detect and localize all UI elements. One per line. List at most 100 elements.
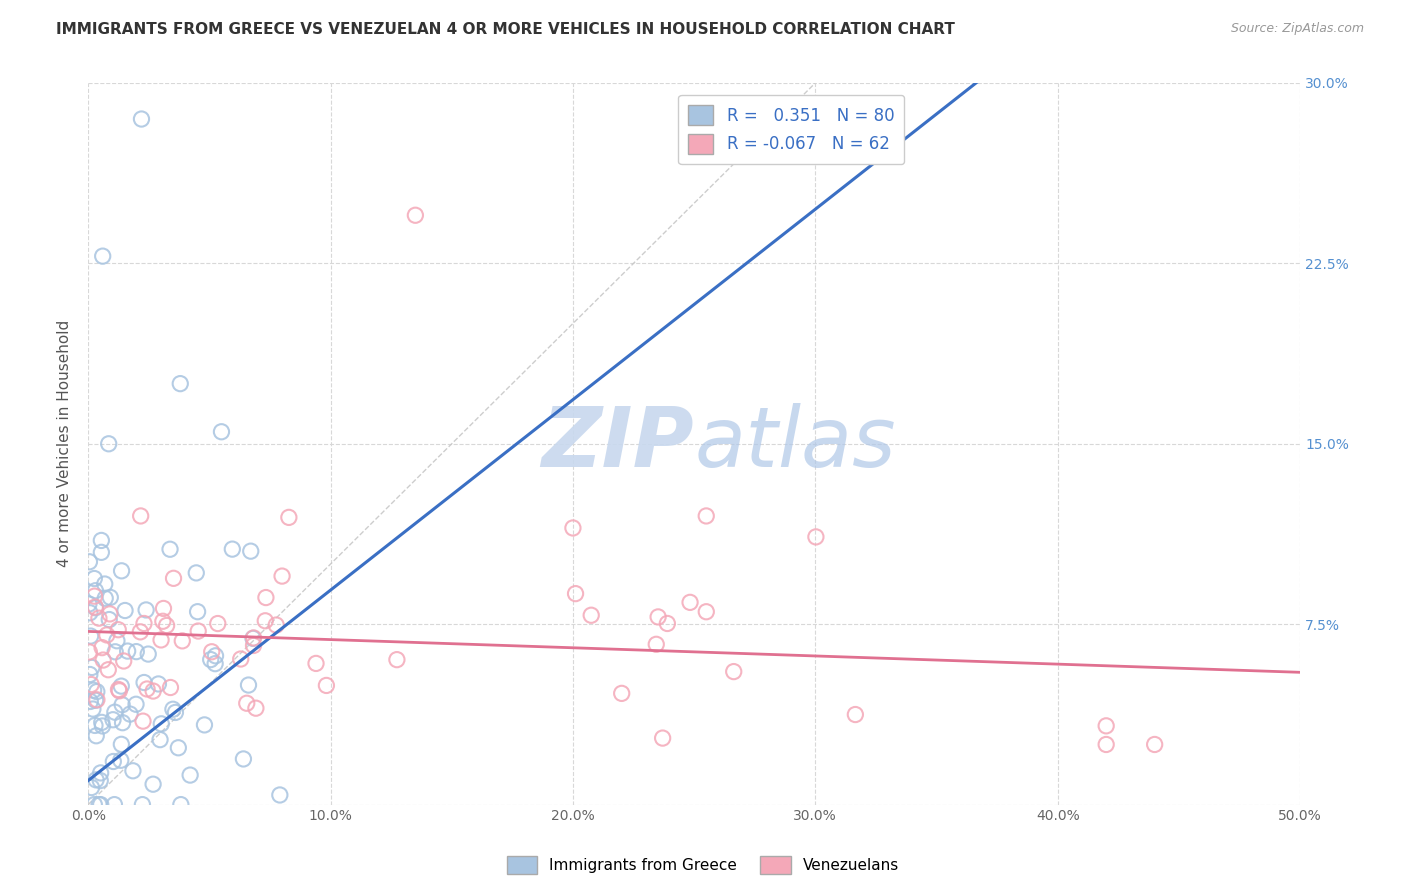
Point: [242, 632, 264, 646]
Point: [142, 777, 165, 791]
Point: [201, 645, 224, 659]
Point: [695, 605, 717, 619]
Point: [77, 597, 100, 611]
Point: [165, 706, 187, 720]
Point: [84, 772, 107, 787]
Point: [170, 797, 193, 812]
Point: [104, 705, 127, 719]
Point: [83, 572, 105, 586]
Point: [96, 628, 118, 642]
Point: [561, 521, 583, 535]
Text: IMMIGRANTS FROM GREECE VS VENEZUELAN 4 OR MORE VEHICLES IN HOUSEHOLD CORRELATION: IMMIGRANTS FROM GREECE VS VENEZUELAN 4 O…: [56, 22, 955, 37]
Point: [211, 425, 233, 439]
Point: [159, 681, 181, 695]
Point: [142, 684, 165, 698]
Point: [135, 603, 157, 617]
Text: Source: ZipAtlas.com: Source: ZipAtlas.com: [1230, 22, 1364, 36]
Point: [269, 788, 291, 802]
Point: [207, 616, 229, 631]
Point: [651, 731, 673, 745]
Point: [93, 577, 115, 591]
Point: [232, 752, 254, 766]
Point: [162, 571, 184, 585]
Point: [91, 653, 114, 667]
Point: [89, 773, 111, 788]
Point: [610, 686, 633, 700]
Point: [131, 112, 153, 126]
Point: [229, 652, 252, 666]
Point: [98, 591, 121, 605]
Text: atlas: atlas: [695, 403, 896, 484]
Point: [169, 376, 191, 391]
Point: [79, 694, 101, 708]
Point: [193, 718, 215, 732]
Point: [79, 645, 101, 659]
Point: [101, 713, 124, 727]
Point: [200, 652, 222, 666]
Point: [84, 718, 107, 732]
Point: [271, 569, 294, 583]
Point: [579, 608, 602, 623]
Point: [1095, 738, 1118, 752]
Point: [110, 753, 132, 767]
Point: [129, 624, 152, 639]
Point: [105, 633, 128, 648]
Point: [204, 657, 226, 671]
Point: [103, 755, 125, 769]
Point: [221, 542, 243, 557]
Point: [90, 765, 112, 780]
Point: [150, 716, 173, 731]
Point: [148, 677, 170, 691]
Point: [179, 768, 201, 782]
Point: [110, 564, 132, 578]
Point: [82, 702, 104, 716]
Point: [125, 645, 148, 659]
Point: [204, 648, 226, 663]
Point: [107, 623, 129, 637]
Point: [167, 740, 190, 755]
Point: [84, 693, 107, 707]
Point: [242, 639, 264, 653]
Point: [84, 729, 107, 743]
Point: [86, 684, 108, 698]
Point: [110, 737, 132, 751]
Point: [132, 714, 155, 728]
Point: [108, 683, 131, 698]
Point: [150, 632, 173, 647]
Point: [83, 683, 105, 698]
Y-axis label: 4 or more Vehicles in Household: 4 or more Vehicles in Household: [58, 320, 72, 567]
Point: [87, 797, 110, 812]
Point: [657, 616, 679, 631]
Point: [162, 702, 184, 716]
Point: [152, 601, 174, 615]
Point: [90, 533, 112, 548]
Point: [98, 607, 121, 621]
Point: [112, 654, 135, 668]
Point: [149, 732, 172, 747]
Point: [104, 645, 127, 659]
Point: [152, 614, 174, 628]
Point: [132, 675, 155, 690]
Point: [385, 653, 408, 667]
Point: [84, 600, 107, 615]
Point: [236, 696, 259, 710]
Point: [136, 647, 159, 661]
Point: [91, 249, 114, 263]
Point: [844, 707, 866, 722]
Point: [254, 614, 277, 628]
Point: [723, 665, 745, 679]
Point: [645, 637, 668, 651]
Point: [86, 693, 108, 707]
Point: [131, 797, 153, 812]
Point: [79, 606, 101, 620]
Point: [187, 605, 209, 619]
Point: [114, 603, 136, 617]
Point: [186, 566, 208, 580]
Point: [87, 611, 110, 625]
Point: [242, 631, 264, 645]
Point: [97, 437, 120, 451]
Point: [647, 610, 669, 624]
Point: [404, 208, 426, 222]
Point: [111, 715, 134, 730]
Point: [117, 644, 139, 658]
